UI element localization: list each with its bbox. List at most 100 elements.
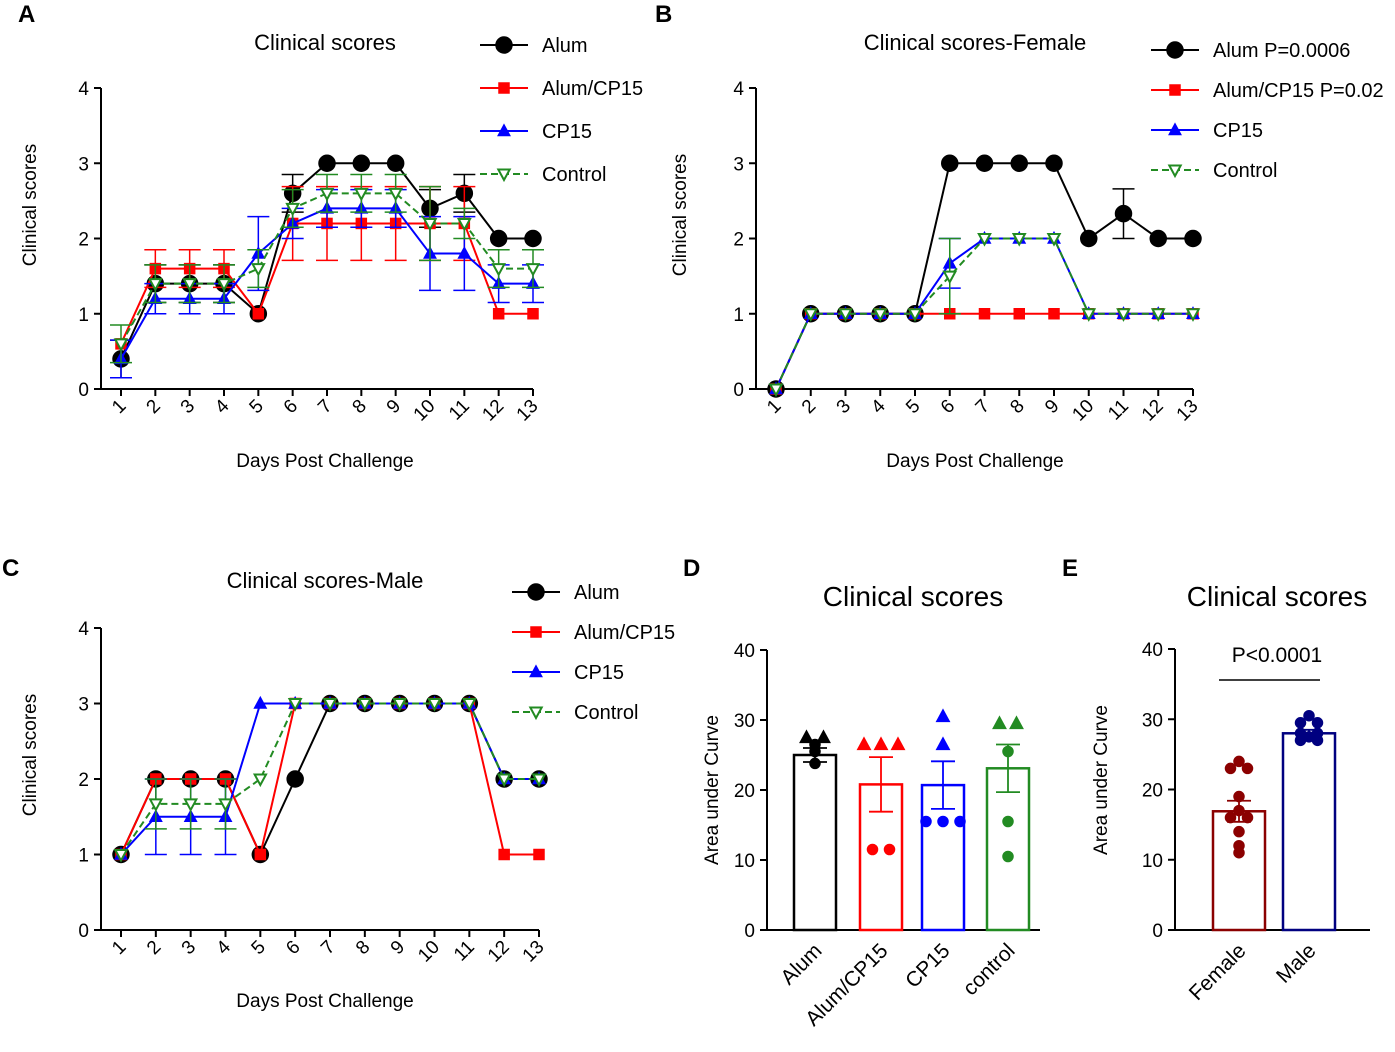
data-point: [148, 798, 164, 813]
axes: 0 10 20 30 40: [734, 641, 1040, 942]
data-point: [1045, 154, 1063, 172]
x-tick-label: 11: [445, 396, 474, 425]
data-point: [182, 278, 198, 292]
legend: Alum P=0.0006 Alum/CP15 P=0.02 CP15 Control: [1151, 40, 1384, 182]
series-alum-cp15: [770, 308, 1199, 395]
data-point: [386, 154, 405, 172]
data-point: [838, 308, 853, 322]
panel-label: E: [1062, 555, 1078, 582]
data-point: [492, 308, 505, 320]
data-point: [457, 245, 472, 259]
data-point: [287, 698, 303, 712]
panel-a: A Clinical scores Days Post Challenge Cl…: [18, 1, 643, 472]
data-point: [319, 187, 335, 202]
legend-item: Control: [512, 702, 638, 724]
x-tick-label: 5: [248, 937, 270, 959]
data-point: [1241, 811, 1254, 824]
legend-item: Control: [480, 164, 606, 186]
legend-label: CP15: [574, 662, 624, 684]
y-tick-label: 0: [78, 380, 89, 401]
data-point: [873, 736, 889, 751]
x-tick-label: 2: [143, 937, 165, 959]
y-tick-label: 4: [78, 619, 89, 640]
data-point: [872, 308, 888, 322]
y-axis-label: Clinical scores: [20, 144, 41, 266]
data-point: [388, 187, 404, 202]
data-point: [1011, 233, 1027, 247]
data-point: [1185, 308, 1201, 322]
y-tick-label: 4: [78, 79, 89, 100]
panel-label: D: [683, 555, 700, 582]
series-alum: [767, 154, 1202, 398]
x-tick-label: 12: [478, 396, 508, 426]
panel-c: C Clinical scores-Male Days Post Challen…: [2, 555, 675, 1012]
data-point: [422, 217, 438, 232]
y-tick-label: 20: [734, 781, 755, 802]
x-tick-label: Alum: [776, 939, 826, 989]
chart-title: Clinical scores: [254, 30, 396, 55]
data-point: [978, 308, 991, 320]
legend-item: Alum/CP15 P=0.02: [1151, 80, 1384, 102]
data-point: [1303, 731, 1315, 743]
chart-title: Clinical scores: [1187, 581, 1368, 612]
legend-item: Control: [1151, 160, 1277, 182]
data-point: [250, 263, 266, 277]
data-point: [1303, 709, 1315, 722]
y-tick-label: 40: [1142, 640, 1163, 661]
x-tick-label: 13: [1173, 396, 1203, 426]
x-tick-label: Female: [1185, 939, 1251, 1005]
series-line: [775, 312, 1193, 390]
x-tick-label: 13: [513, 396, 543, 426]
data-point: [318, 154, 336, 172]
panel-label: B: [655, 1, 672, 28]
data-point: [935, 708, 951, 723]
panel-label: A: [18, 1, 35, 28]
data-point: [322, 698, 338, 712]
x-tick-label: 3: [177, 396, 199, 418]
data-point: [1002, 815, 1014, 828]
data-point: [285, 202, 301, 217]
x-tick-label: 1: [108, 396, 130, 418]
x-tick-label: 12: [1138, 396, 1168, 426]
data-point: [1046, 233, 1062, 247]
x-tick-label: CP15: [901, 939, 954, 992]
legend-item: CP15: [480, 121, 592, 143]
x-tick-label: 7: [317, 937, 339, 959]
data-point: [1233, 755, 1245, 768]
data-point: [1013, 308, 1025, 320]
legend-item: Alum: [512, 582, 620, 604]
data-point: [1224, 762, 1237, 775]
legend-label: Control: [1213, 160, 1277, 182]
legend: Alum Alum/CP15 CP15 Control: [480, 35, 643, 186]
data-point: [531, 773, 547, 788]
data-point: [1002, 850, 1014, 863]
panel-d: D Clinical scores Area under Curve 0 10 20…: [683, 555, 1040, 1031]
x-tick-label: 4: [213, 936, 236, 959]
legend-label: Alum: [542, 35, 588, 57]
data-point: [218, 798, 233, 813]
data-point: [856, 736, 872, 751]
data-point: [1311, 717, 1324, 729]
significance-label: P<0.0001: [1232, 644, 1323, 667]
legend-marker: [1166, 41, 1184, 59]
data-point: [352, 154, 371, 172]
legend-label: Control: [542, 164, 606, 186]
data-point: [498, 848, 510, 861]
data-point: [252, 308, 265, 320]
y-axis-label: Area under Curve: [702, 715, 723, 865]
panel-label: C: [2, 555, 19, 582]
bar-group-cp15: [920, 708, 966, 932]
y-tick-label: 0: [78, 921, 89, 942]
data-point: [456, 217, 472, 232]
data-point: [252, 773, 268, 788]
data-point: [253, 695, 268, 709]
bar-group-female: [1211, 755, 1267, 932]
legend: Alum Alum/CP15 CP15 Control: [512, 582, 675, 724]
data-point: [890, 736, 906, 751]
data-point: [1010, 154, 1028, 172]
axes: 0 10 20 30 40: [1142, 640, 1370, 942]
y-tick-label: 2: [733, 230, 744, 251]
